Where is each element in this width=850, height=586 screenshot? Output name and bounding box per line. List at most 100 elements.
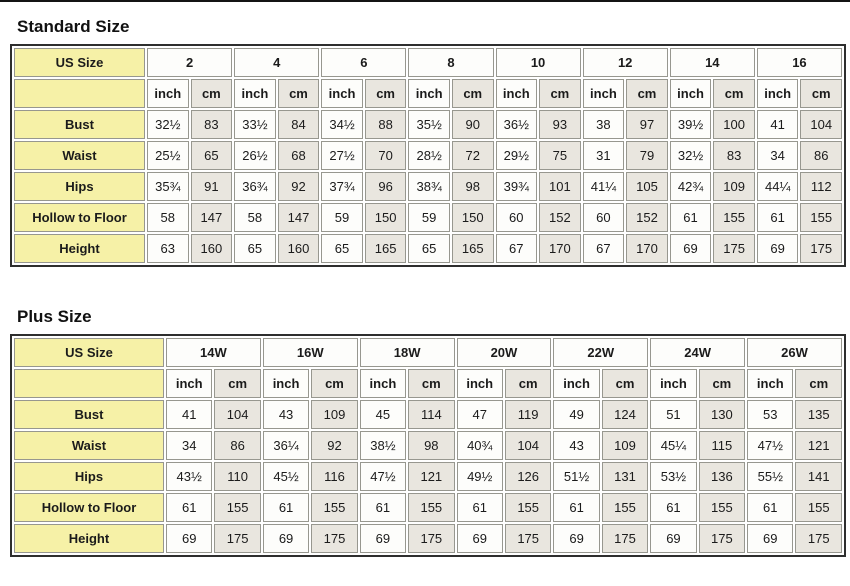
cm-value-cell: 175 [698,524,746,553]
cm-unit-cell: cm [601,369,649,398]
inch-unit-cell: inch [166,369,213,398]
inch-value-cell: 34 [756,141,799,170]
inch-value-cell: 61 [669,203,712,232]
empty-label-cell [14,79,145,108]
cm-value-cell: 155 [408,493,455,522]
inch-value-cell: 32½ [669,141,712,170]
size-header-cell: 26W [747,338,842,367]
inch-unit-cell: inch [456,369,503,398]
inch-unit-cell: inch [408,79,450,108]
cm-value-cell: 91 [190,172,233,201]
cm-value-cell: 83 [713,141,755,170]
inch-value-cell: 55½ [747,462,794,491]
inch-value-cell: 65 [408,234,450,263]
size-header-cell: 10 [495,48,581,77]
cm-value-cell: 155 [698,493,746,522]
measurement-label-cell: Bust [14,400,164,429]
cm-value-cell: 100 [713,110,755,139]
inch-value-cell: 36¾ [234,172,276,201]
measurement-row: Bust 32½ 83 33½ 84 34½ 88 35½ 90 36½ 93 38 97 39½ 100 4… [14,110,842,139]
inch-value-cell: 65 [321,234,363,263]
cm-value-cell: 86 [800,141,842,170]
inch-unit-cell: inch [650,369,697,398]
inch-value-cell: 69 [553,524,600,553]
cm-value-cell: 155 [713,203,755,232]
inch-value-cell: 43 [553,431,600,460]
inch-value-cell: 61 [262,493,310,522]
cm-value-cell: 83 [190,110,233,139]
inch-value-cell: 34 [166,431,213,460]
inch-unit-cell: inch [582,79,625,108]
inch-value-cell: 60 [495,203,538,232]
cm-value-cell: 152 [626,203,668,232]
inch-value-cell: 38½ [359,431,407,460]
cm-unit-cell: cm [364,79,407,108]
cm-value-cell: 79 [626,141,668,170]
measurement-label-cell: Hollow to Floor [14,203,145,232]
inch-value-cell: 61 [650,493,697,522]
plus-size-title: Plus Size [17,307,92,326]
cm-value-cell: 155 [311,493,358,522]
inch-value-cell: 45½ [262,462,310,491]
cm-value-cell: 175 [311,524,358,553]
cm-value-cell: 96 [364,172,407,201]
standard-size-grid: US Size 2 4 6 8 10 12 14 16 inch cm inch cm inch cm inc… [12,46,844,265]
cm-value-cell: 119 [504,400,552,429]
cm-value-cell: 126 [504,462,552,491]
inch-value-cell: 53½ [650,462,697,491]
inch-value-cell: 61 [456,493,503,522]
size-header-cell: 4 [234,48,320,77]
inch-value-cell: 44¼ [756,172,799,201]
inch-value-cell: 59 [321,203,363,232]
cm-value-cell: 124 [601,400,649,429]
inch-value-cell: 33½ [234,110,276,139]
inch-value-cell: 35½ [408,110,450,139]
inch-value-cell: 61 [359,493,407,522]
measurement-row: Hips 35¾ 91 36¾ 92 37¾ 96 38¾ 98 39¾ 101 41¼ 105 42¾ 1… [14,172,842,201]
cm-value-cell: 70 [364,141,407,170]
empty-label-cell [14,369,164,398]
inch-value-cell: 69 [166,524,213,553]
cm-value-cell: 86 [214,431,261,460]
cm-value-cell: 112 [800,172,842,201]
cm-value-cell: 104 [800,110,842,139]
standard-size-title: Standard Size [17,17,130,36]
inch-value-cell: 39¾ [495,172,538,201]
inch-value-cell: 41¼ [582,172,625,201]
cm-unit-cell: cm [311,369,358,398]
cm-value-cell: 136 [698,462,746,491]
cm-value-cell: 121 [408,462,455,491]
inch-value-cell: 53 [747,400,794,429]
cm-value-cell: 155 [800,203,842,232]
cm-value-cell: 75 [539,141,581,170]
inch-unit-cell: inch [495,79,538,108]
cm-value-cell: 155 [504,493,552,522]
measurement-label-cell: Hollow to Floor [14,493,164,522]
size-header-cell: 12 [582,48,668,77]
inch-value-cell: 60 [582,203,625,232]
cm-value-cell: 110 [214,462,261,491]
inch-unit-cell: inch [669,79,712,108]
size-header-cell: 24W [650,338,746,367]
size-header-cell: 14W [166,338,261,367]
cm-value-cell: 93 [539,110,581,139]
measurement-label-cell: Hips [14,462,164,491]
cm-value-cell: 84 [277,110,320,139]
inch-value-cell: 39½ [669,110,712,139]
size-header-row: US Size 2 4 6 8 10 12 14 16 [14,48,842,77]
cm-value-cell: 155 [601,493,649,522]
measurement-label-cell: Waist [14,141,145,170]
cm-unit-cell: cm [277,79,320,108]
inch-value-cell: 29½ [495,141,538,170]
us-size-corner-cell: US Size [14,48,145,77]
measurement-row: Height 63 160 65 160 65 165 65 165 67 170 67 170 69 17… [14,234,842,263]
cm-value-cell: 170 [626,234,668,263]
size-header-cell: 22W [553,338,649,367]
cm-value-cell: 97 [626,110,668,139]
inch-value-cell: 67 [582,234,625,263]
inch-value-cell: 61 [747,493,794,522]
cm-value-cell: 160 [190,234,233,263]
cm-unit-cell: cm [539,79,581,108]
cm-value-cell: 155 [214,493,261,522]
measurement-label-cell: Waist [14,431,164,460]
